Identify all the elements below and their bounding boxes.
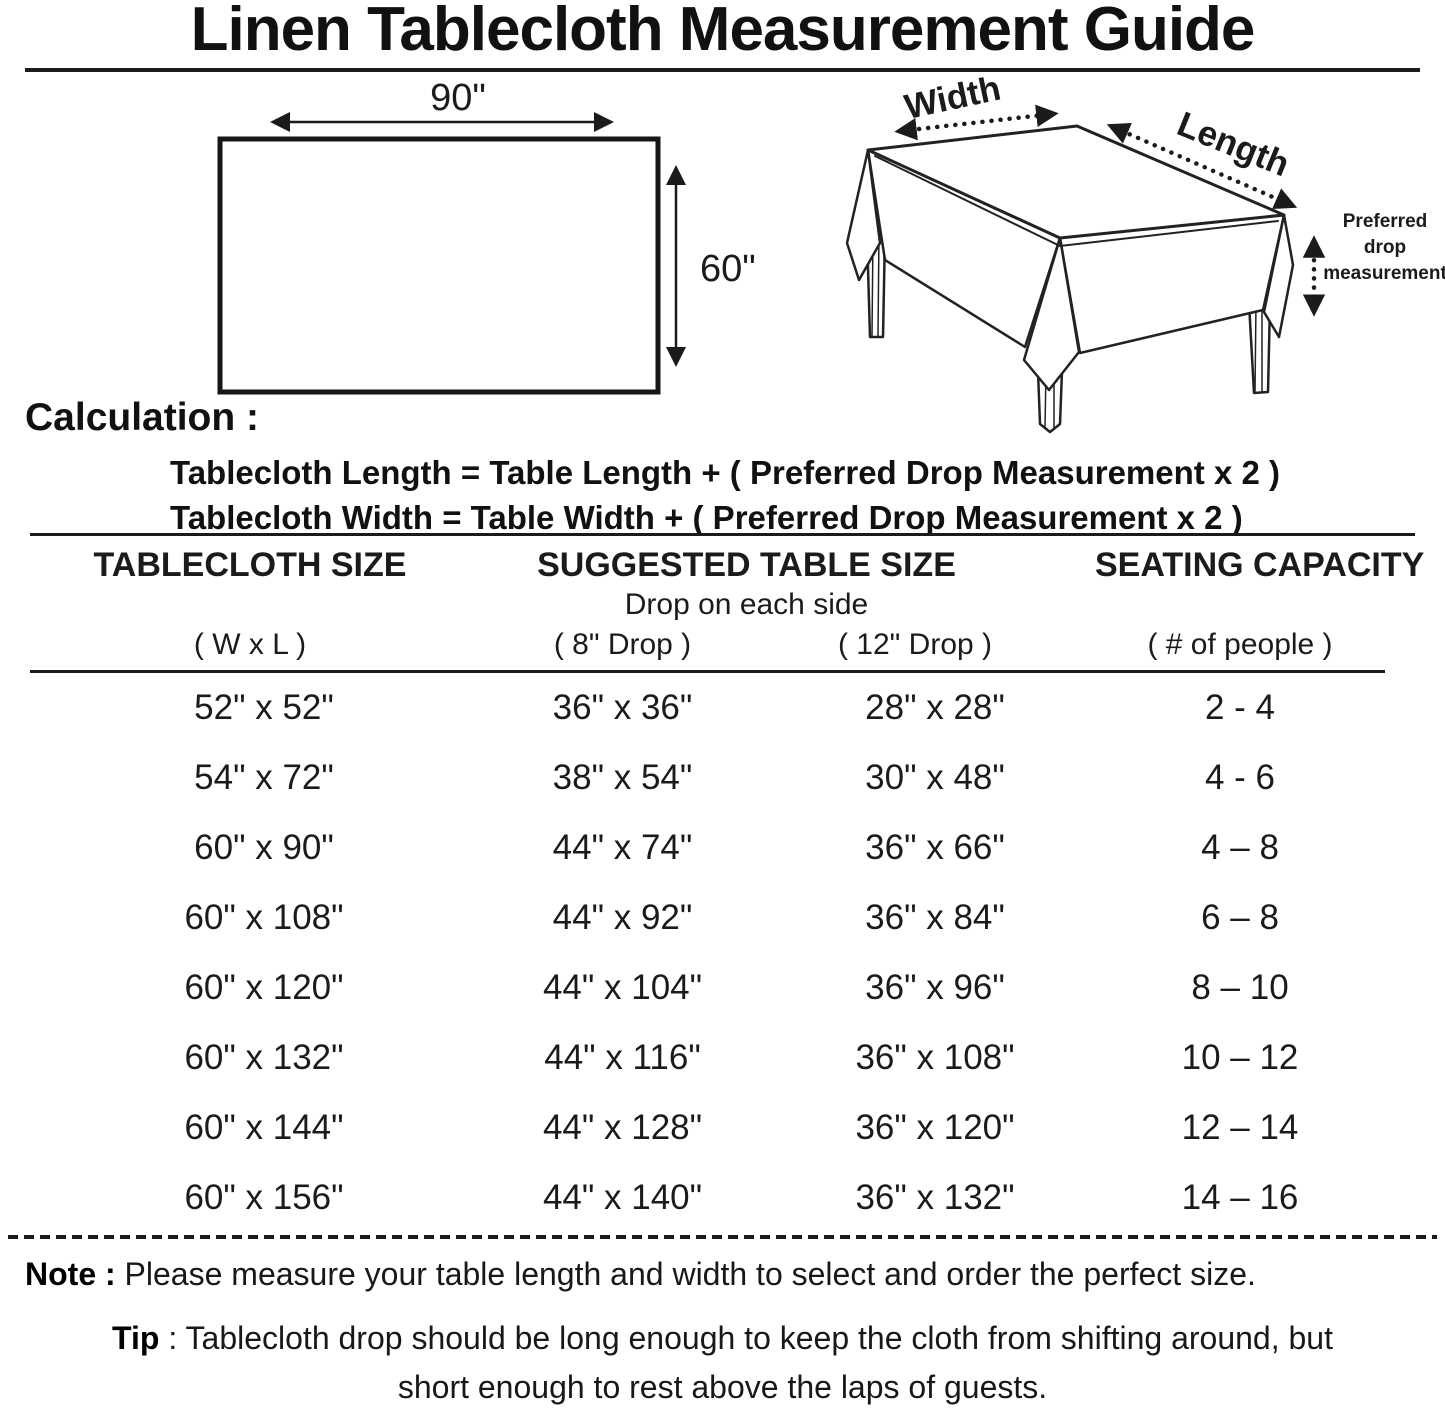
preferred-drop-label: Preferred drop measurement: [1323, 211, 1445, 284]
cell-seating: 6 – 8: [1201, 898, 1279, 937]
cell-seating: 14 – 16: [1181, 1178, 1299, 1217]
cell-12in-drop: 36" x 108": [855, 1038, 1015, 1077]
cloth-flap-front: [1022, 236, 1081, 392]
table-row: 60" x 144" 44" x 128" 36" x 120" 12 – 14: [30, 1093, 1385, 1163]
cell-seating: 4 – 8: [1201, 828, 1279, 867]
column-header-tablecloth-size: TABLECLOTH SIZE: [93, 545, 407, 584]
table-row: 60" x 120" 44" x 104" 36" x 96" 8 – 10: [30, 953, 1385, 1023]
subheader-drop-on-each-side: Drop on each side: [624, 588, 869, 621]
cell-8in-drop: 44" x 74": [552, 828, 693, 867]
table-row: 60" x 90" 44" x 74" 36" x 66" 4 – 8: [30, 813, 1385, 883]
cell-tablecloth-size: 60" x 108": [184, 898, 344, 937]
cell-seating: 10 – 12: [1181, 1038, 1299, 1077]
formula-tablecloth-width: Tablecloth Width = Table Width + ( Prefe…: [170, 499, 1243, 536]
cell-tablecloth-size: 60" x 132": [184, 1038, 344, 1077]
note-label: Note :: [25, 1256, 116, 1292]
flat-height-label: 60": [700, 248, 756, 290]
cell-8in-drop: 44" x 140": [542, 1178, 703, 1217]
subheader-12-drop: ( 12" Drop ): [837, 628, 993, 661]
cell-8in-drop: 38" x 54": [552, 758, 693, 797]
subheader-w-x-l: ( W x L ): [193, 628, 307, 661]
table-row: 52" x 52" 36" x 36" 28" x 28" 2 - 4: [30, 673, 1385, 743]
cell-12in-drop: 28" x 28": [865, 688, 1005, 727]
flat-width-label: 90": [430, 80, 486, 119]
svg-text:measurement: measurement: [1323, 263, 1445, 284]
cell-tablecloth-size: 60" x 156": [184, 1178, 344, 1217]
table-row: 60" x 108" 44" x 92" 36" x 84" 6 – 8: [30, 883, 1385, 953]
cloth-fold-edge: [874, 155, 1279, 248]
cell-seating: 2 - 4: [1204, 688, 1276, 727]
tip-label: Tip: [112, 1320, 160, 1356]
svg-text:drop: drop: [1364, 237, 1406, 258]
note-text: Note : Please measure your table length …: [25, 1256, 1256, 1292]
cell-12in-drop: 36" x 84": [865, 898, 1005, 937]
tablecloth-flat-diagram: 90" 60": [217, 80, 756, 395]
cell-tablecloth-size: 60" x 120": [184, 968, 344, 1007]
page-title: Linen Tablecloth Measurement Guide: [190, 0, 1256, 64]
subheader-people: ( # of people ): [1147, 628, 1333, 661]
cell-seating: 4 - 6: [1204, 758, 1276, 797]
cell-seating: 12 – 14: [1181, 1108, 1299, 1147]
formula-tablecloth-length: Tablecloth Length = Table Length + ( Pre…: [170, 454, 1280, 491]
cloth-flap-right: [1262, 213, 1295, 339]
cell-8in-drop: 44" x 92": [552, 898, 693, 937]
cell-8in-drop: 36" x 36": [552, 688, 693, 727]
table-row: 60" x 156" 44" x 140" 36" x 132" 14 – 16: [30, 1163, 1385, 1233]
length-dotted-arrow-icon: [1106, 123, 1298, 209]
illo-length-label: Length: [1172, 104, 1295, 184]
cell-8in-drop: 44" x 128": [542, 1108, 703, 1147]
tablecloth-rectangle: [217, 136, 661, 395]
dashed-divider: [8, 1235, 1437, 1239]
cell-tablecloth-size: 60" x 90": [194, 828, 334, 867]
cell-seating: 8 – 10: [1191, 968, 1289, 1007]
cell-tablecloth-size: 54" x 72": [194, 758, 334, 797]
cloth-flap-left: [845, 148, 882, 282]
table-subheader-drop-row: Drop on each side: [30, 588, 1385, 622]
cell-12in-drop: 36" x 96": [865, 968, 1005, 1007]
table-illustration: Width Length Preferred drop measurement: [845, 75, 1445, 434]
table-row: 60" x 132" 44" x 116" 36" x 108" 10 – 12: [30, 1023, 1385, 1093]
cell-8in-drop: 44" x 104": [542, 968, 703, 1007]
cell-tablecloth-size: 52" x 52": [194, 688, 334, 727]
subheader-8-drop: ( 8" Drop ): [553, 628, 692, 661]
calculation-heading: Calculation :: [25, 396, 260, 439]
svg-text:Preferred: Preferred: [1343, 211, 1428, 232]
column-header-seating-capacity: SEATING CAPACITY: [1095, 545, 1425, 584]
illo-width-label: Width: [901, 75, 1004, 127]
table-row: 54" x 72" 38" x 54" 30" x 48" 4 - 6: [30, 743, 1385, 813]
width-dotted-arrow-icon: [894, 104, 1059, 141]
calculation-formulas: Tablecloth Length = Table Length + ( Pre…: [170, 450, 1280, 540]
cell-12in-drop: 36" x 66": [865, 828, 1005, 867]
cell-8in-drop: 44" x 116": [544, 1038, 701, 1077]
title-divider: [25, 68, 1420, 72]
column-header-suggested-table-size: SUGGESTED TABLE SIZE: [537, 545, 956, 584]
size-table: TABLECLOTH SIZE SUGGESTED TABLE SIZE SEA…: [30, 533, 1425, 1233]
table-units-row: ( W x L ) ( 8" Drop ) ( 12" Drop ) ( # o…: [30, 622, 1385, 673]
cell-12in-drop: 30" x 48": [865, 758, 1005, 797]
table-header-row: TABLECLOTH SIZE SUGGESTED TABLE SIZE SEA…: [30, 536, 1425, 588]
cell-12in-drop: 36" x 132": [855, 1178, 1015, 1217]
cell-12in-drop: 36" x 120": [855, 1108, 1015, 1147]
tip-text: Tip : Tablecloth drop should be long eno…: [112, 1320, 1333, 1405]
cell-tablecloth-size: 60" x 144": [184, 1108, 344, 1147]
